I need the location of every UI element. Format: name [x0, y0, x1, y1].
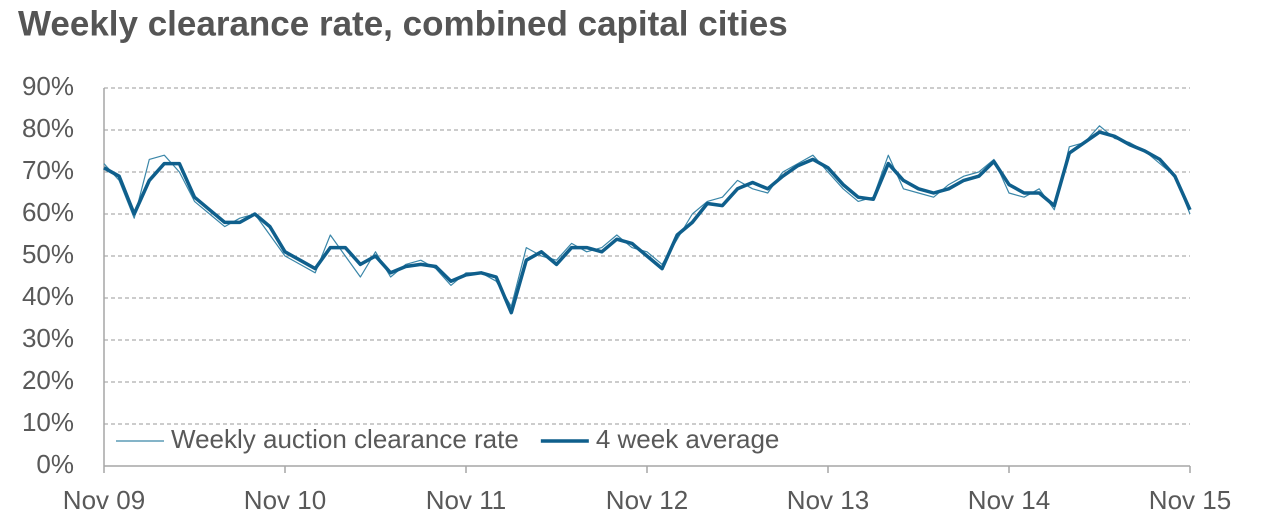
x-tick-label: Nov 12	[606, 485, 688, 515]
y-tick-label: 20%	[22, 365, 74, 395]
x-tick-label: Nov 09	[63, 485, 145, 515]
x-tick-label: Nov 13	[787, 485, 869, 515]
x-tick-label: Nov 14	[968, 485, 1050, 515]
x-tick-label: Nov 15	[1149, 485, 1231, 515]
y-tick-label: 50%	[22, 239, 74, 269]
y-tick-label: 60%	[22, 197, 74, 227]
y-tick-label: 90%	[22, 71, 74, 101]
chart-title: Weekly clearance rate, combined capital …	[18, 4, 788, 43]
y-tick-label: 40%	[22, 281, 74, 311]
y-tick-label: 0%	[36, 449, 74, 479]
legend-label: 4 week average	[596, 424, 780, 454]
y-tick-label: 80%	[22, 113, 74, 143]
x-tick-label: Nov 11	[426, 485, 506, 515]
y-tick-label: 70%	[22, 155, 74, 185]
series-line	[103, 125, 1191, 307]
legend-label: Weekly auction clearance rate	[171, 424, 519, 454]
x-tick-label: Nov 10	[244, 485, 326, 515]
series-line	[103, 130, 1192, 315]
y-tick-label: 30%	[22, 323, 74, 353]
y-tick-label: 10%	[22, 407, 74, 437]
